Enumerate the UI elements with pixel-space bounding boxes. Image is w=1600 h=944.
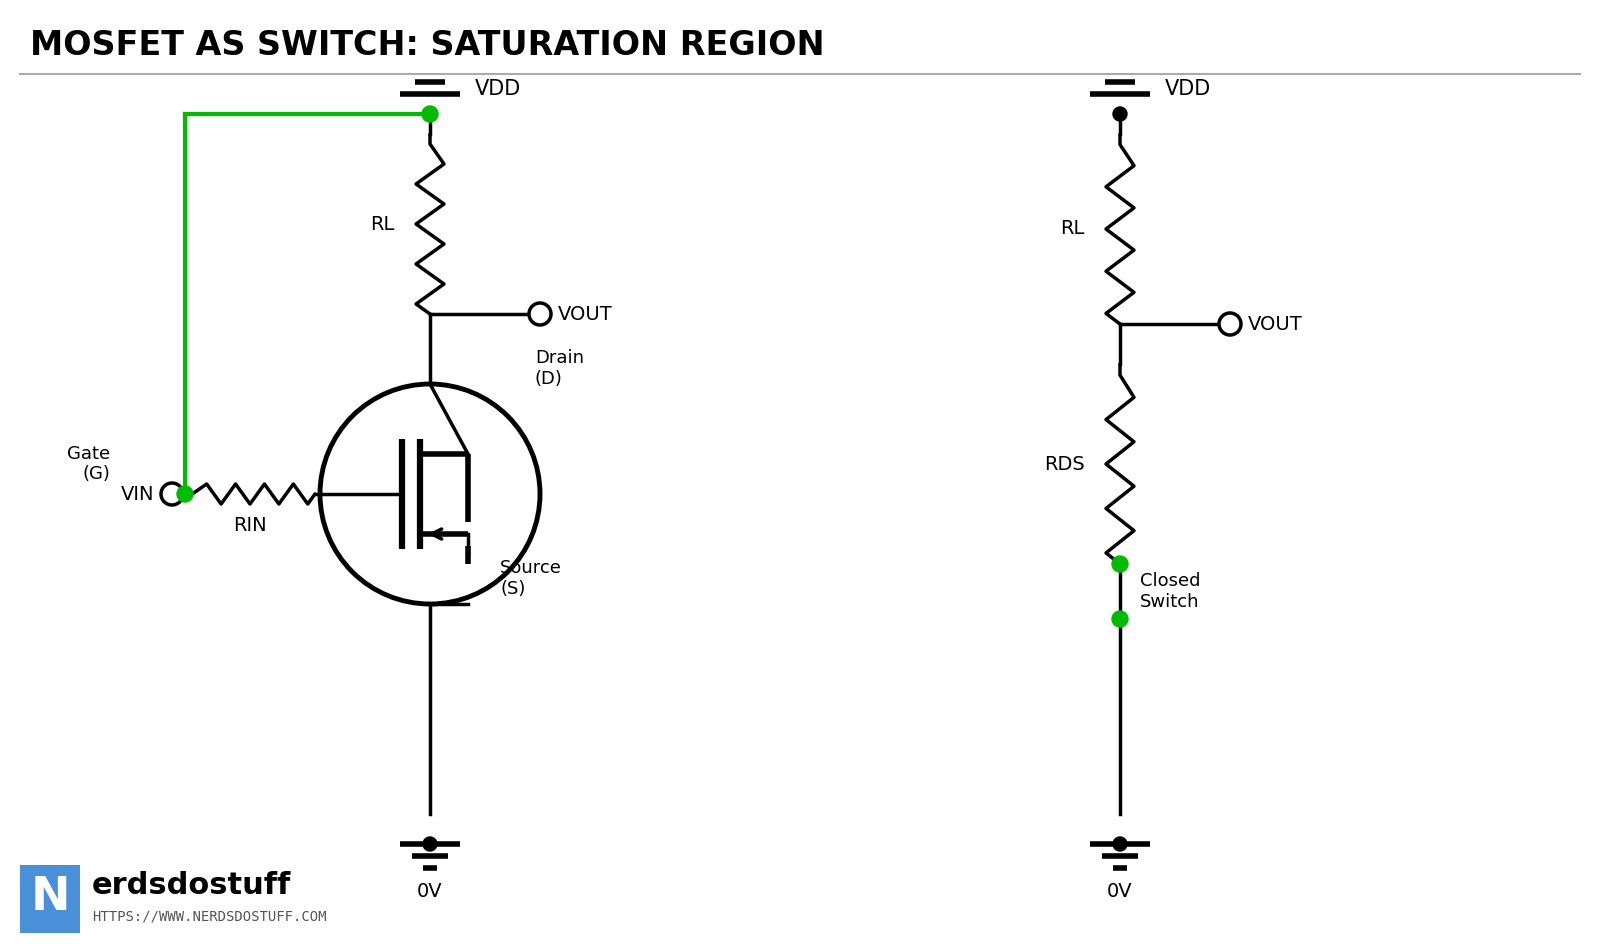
Circle shape (178, 486, 194, 502)
Text: VIN: VIN (120, 484, 154, 503)
Text: VDD: VDD (1165, 79, 1211, 99)
Text: RL: RL (371, 214, 395, 233)
Circle shape (1112, 556, 1128, 572)
Text: Gate
(G): Gate (G) (67, 445, 110, 483)
Circle shape (1219, 313, 1242, 335)
Text: VOUT: VOUT (558, 305, 613, 324)
Text: RIN: RIN (234, 516, 267, 535)
Circle shape (162, 483, 182, 505)
Circle shape (1114, 837, 1126, 851)
Circle shape (422, 837, 437, 851)
Text: N: N (30, 874, 70, 919)
Text: MOSFET AS SWITCH: SATURATION REGION: MOSFET AS SWITCH: SATURATION REGION (30, 29, 824, 62)
Circle shape (530, 303, 550, 325)
Text: erdsdostuff: erdsdostuff (93, 870, 291, 900)
Text: HTTPS://WWW.NERDSDOSTUFF.COM: HTTPS://WWW.NERDSDOSTUFF.COM (93, 910, 326, 924)
Text: VDD: VDD (475, 79, 522, 99)
Circle shape (422, 106, 438, 122)
Text: Drain
(D): Drain (D) (534, 349, 584, 388)
Text: Source
(S): Source (S) (499, 559, 562, 598)
Text: RL: RL (1061, 220, 1085, 239)
Circle shape (1112, 611, 1128, 627)
Text: 0V: 0V (418, 882, 443, 901)
Text: RDS: RDS (1045, 454, 1085, 474)
Text: VOUT: VOUT (1248, 314, 1302, 333)
Text: 0V: 0V (1107, 882, 1133, 901)
FancyBboxPatch shape (19, 865, 80, 933)
Circle shape (1114, 107, 1126, 121)
Text: Closed
Switch: Closed Switch (1139, 572, 1200, 611)
